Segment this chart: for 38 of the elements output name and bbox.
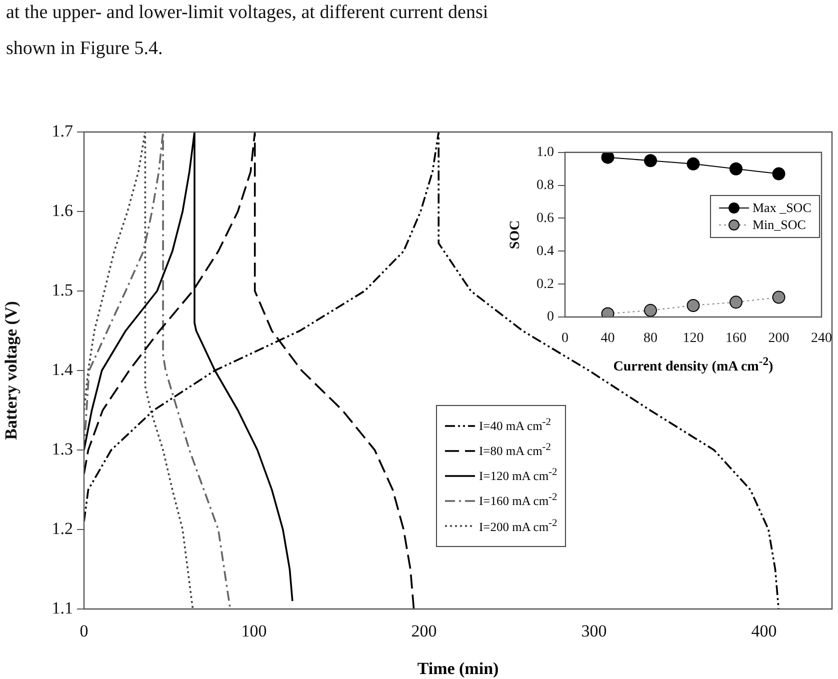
y-tick-label: 0.2 [536, 276, 554, 292]
y-tick-label: 0.4 [536, 244, 554, 259]
text: at the upper- and lower-limit voltages, at different current densi [6, 2, 488, 24]
x-axis-title: Current density (mA cm$^{-2}$) [613, 355, 774, 376]
y-tick-label: 0 [547, 310, 554, 325]
y-tick-label: 1.0 [536, 145, 554, 160]
legend-label: I=160 mA cm$^{-2}$ [479, 492, 558, 510]
y-tick-label: 1.5 [52, 280, 73, 300]
y-axis-title: Battery voltage (V) [2, 301, 21, 440]
x-tick-label: 120 [682, 331, 704, 346]
x-tick-label: 200 [768, 331, 790, 346]
legend-label: Max _SOC [752, 200, 812, 216]
x-tick-label: 0 [80, 622, 88, 641]
x-tick-label: 200 [411, 622, 437, 641]
y-tick-label: 1.3 [52, 439, 73, 458]
x-tick-label: 40 [600, 331, 615, 346]
legend-label: Min_SOC [752, 216, 806, 233]
y-tick-label: 1.7 [52, 121, 74, 140]
y-axis-title: SOC [508, 220, 524, 250]
x-tick-label: 80 [644, 331, 658, 346]
y-tick-label: 1.6 [52, 200, 73, 220]
x-tick-label: 100 [241, 622, 267, 641]
x-tick-label: 300 [581, 622, 607, 641]
legend-label: I=120 mA cm$^{-2}$ [479, 467, 558, 484]
x-axis-title: Time (min) [417, 659, 499, 679]
legend-label: I=200 mA cm$^{-2}$ [479, 518, 558, 535]
legend-label: I=40 mA cm$^{-2}$ [479, 417, 551, 434]
x-tick-label: 240 [811, 331, 832, 346]
legend-label: I=80 mA cm$^{-2}$ [479, 442, 551, 460]
y-tick-label: 0.6 [536, 210, 554, 226]
text: shown in Figure 5.4. [6, 38, 163, 60]
x-tick-label: 400 [751, 622, 777, 641]
x-tick-label: 160 [726, 331, 746, 346]
y-tick-label: 0.8 [536, 178, 554, 193]
x-tick-label: 0 [562, 331, 568, 346]
y-tick-label: 1.1 [52, 598, 73, 618]
y-tick-label: 1.2 [52, 518, 73, 538]
y-tick-label: 1.4 [52, 360, 74, 379]
